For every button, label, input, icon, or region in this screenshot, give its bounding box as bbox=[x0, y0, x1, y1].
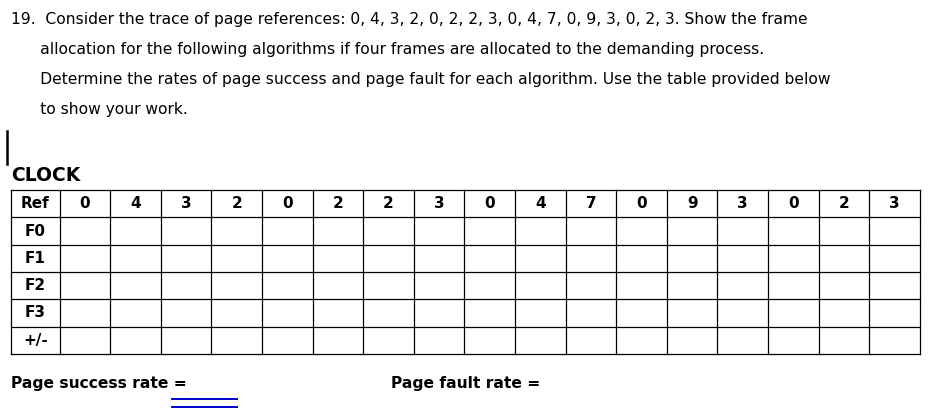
Text: F1: F1 bbox=[25, 251, 46, 266]
Text: to show your work.: to show your work. bbox=[11, 102, 188, 117]
Text: 0: 0 bbox=[484, 196, 495, 211]
Text: 7: 7 bbox=[586, 196, 596, 211]
Text: 3: 3 bbox=[434, 196, 444, 211]
Text: F2: F2 bbox=[25, 278, 46, 293]
Text: 4: 4 bbox=[130, 196, 141, 211]
Text: 3: 3 bbox=[181, 196, 192, 211]
Text: 2: 2 bbox=[839, 196, 849, 211]
Text: 2: 2 bbox=[231, 196, 242, 211]
Text: CLOCK: CLOCK bbox=[11, 166, 80, 184]
Text: Ref: Ref bbox=[21, 196, 49, 211]
Text: 0: 0 bbox=[282, 196, 292, 211]
Text: Page fault rate =: Page fault rate = bbox=[391, 376, 540, 391]
Text: Determine the rates of page success and page fault for each algorithm. Use the t: Determine the rates of page success and … bbox=[11, 72, 830, 87]
Text: 4: 4 bbox=[535, 196, 546, 211]
Text: +/-: +/- bbox=[23, 333, 47, 348]
Text: 9: 9 bbox=[687, 196, 697, 211]
Text: allocation for the following algorithms if four frames are allocated to the dema: allocation for the following algorithms … bbox=[11, 42, 764, 57]
Text: F3: F3 bbox=[25, 306, 46, 320]
Text: 3: 3 bbox=[889, 196, 900, 211]
Text: 0: 0 bbox=[636, 196, 647, 211]
Text: 19.  Consider the trace of page references: 0, 4, 3, 2, 0, 2, 2, 3, 0, 4, 7, 0, : 19. Consider the trace of page reference… bbox=[11, 12, 808, 27]
Text: F0: F0 bbox=[25, 224, 46, 238]
Text: 3: 3 bbox=[737, 196, 748, 211]
Text: 2: 2 bbox=[384, 196, 394, 211]
Text: 0: 0 bbox=[788, 196, 799, 211]
Text: 2: 2 bbox=[332, 196, 344, 211]
Text: Page success rate =: Page success rate = bbox=[11, 376, 187, 391]
Text: 0: 0 bbox=[79, 196, 90, 211]
